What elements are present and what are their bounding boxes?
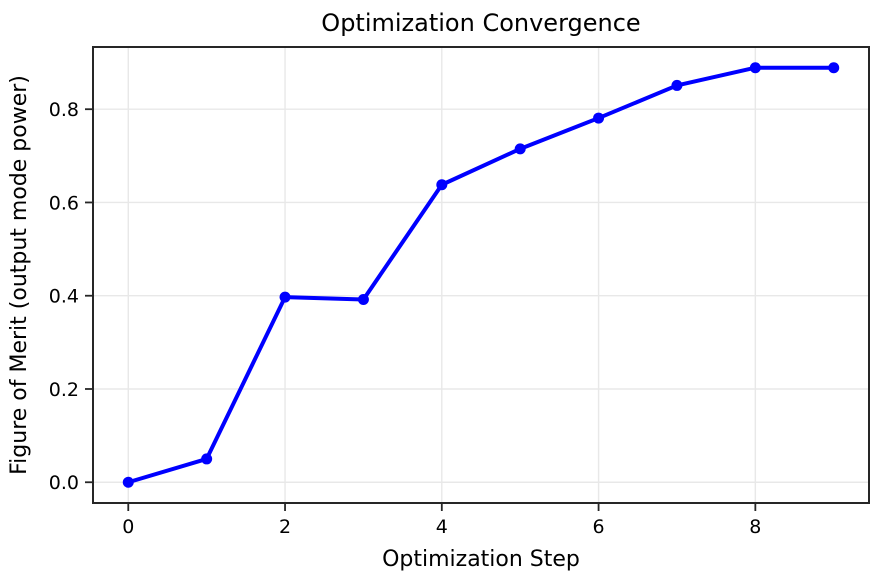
- tick-layer: 0 2 4 6 8 0.0 0.2 0.4 0.6 0.8: [49, 99, 762, 538]
- series-layer: [122, 62, 840, 488]
- y-axis-label: Figure of Merit (output mode power): [7, 75, 32, 475]
- data-point: [514, 143, 526, 155]
- y-tick-label: 0.4: [49, 286, 79, 308]
- x-tick-label: 4: [436, 516, 448, 538]
- y-tick-label: 0.6: [49, 192, 79, 214]
- data-point: [593, 112, 605, 124]
- data-point: [357, 293, 369, 305]
- plot-border: [92, 46, 870, 504]
- chart-title: Optimization Convergence: [321, 9, 640, 37]
- data-point: [122, 476, 134, 488]
- x-tick-label: 0: [122, 516, 134, 538]
- data-point: [201, 453, 213, 465]
- data-point: [436, 179, 448, 191]
- x-axis-label: Optimization Step: [382, 547, 580, 572]
- data-point: [279, 291, 291, 303]
- series-line: [126, 65, 836, 485]
- x-tick-label: 2: [279, 516, 291, 538]
- y-tick-label: 0.2: [49, 379, 79, 401]
- data-point: [749, 62, 761, 74]
- data-point: [828, 62, 840, 74]
- x-tick-label: 8: [749, 516, 761, 538]
- x-tick-label: 6: [593, 516, 605, 538]
- y-tick-label: 0.8: [49, 99, 79, 121]
- spine-layer: [92, 46, 870, 504]
- grid-layer: [93, 47, 869, 503]
- y-tick-label: 0.0: [49, 472, 79, 494]
- data-point: [671, 79, 683, 91]
